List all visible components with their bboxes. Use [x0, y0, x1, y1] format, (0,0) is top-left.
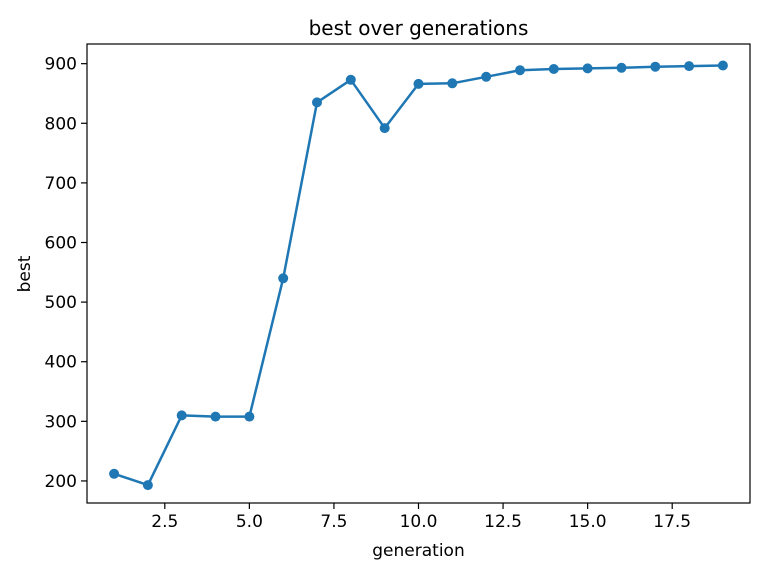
x-tick-label: 10.0: [400, 512, 438, 532]
x-tick-label: 7.5: [320, 512, 347, 532]
y-tick-label: 700: [45, 174, 77, 194]
data-point-marker: [278, 273, 289, 284]
data-point-marker: [379, 123, 390, 134]
data-point-marker: [312, 97, 322, 108]
data-point-marker: [142, 480, 153, 491]
data-point-marker: [616, 62, 627, 73]
x-tick-label: 17.5: [653, 512, 691, 532]
data-point-marker: [345, 74, 356, 85]
data-point-marker: [481, 71, 492, 82]
data-point-marker: [210, 411, 221, 422]
y-tick-label: 300: [45, 412, 77, 432]
y-tick-label: 400: [45, 353, 77, 373]
data-point-marker: [515, 65, 525, 76]
data-point-marker: [447, 78, 458, 89]
data-point-marker: [717, 60, 728, 71]
data-point-marker: [650, 61, 661, 72]
data-point-marker: [684, 61, 695, 72]
data-point-marker: [413, 78, 424, 89]
y-tick-label: 900: [45, 55, 77, 75]
data-point-marker: [548, 64, 559, 74]
data-point-marker: [109, 468, 120, 479]
series-line: [112, 64, 725, 487]
x-tick-label: 5.0: [236, 512, 263, 532]
x-axis-label: generation: [372, 541, 465, 561]
data-point-marker: [176, 410, 187, 421]
x-tick-label: 15.0: [569, 512, 607, 532]
data-point-marker: [244, 411, 255, 422]
x-tick-label: 12.5: [484, 512, 522, 532]
y-tick-label: 200: [45, 472, 77, 492]
y-tick-label: 800: [45, 114, 77, 134]
x-tick-label: 2.5: [151, 512, 178, 532]
y-tick-label: 600: [45, 234, 77, 254]
axes-frame: [86, 43, 751, 504]
data-point-marker: [582, 63, 593, 74]
y-axis-label: best: [15, 255, 35, 293]
chart-title: best over generations: [308, 16, 529, 40]
y-tick-label: 500: [45, 293, 77, 313]
